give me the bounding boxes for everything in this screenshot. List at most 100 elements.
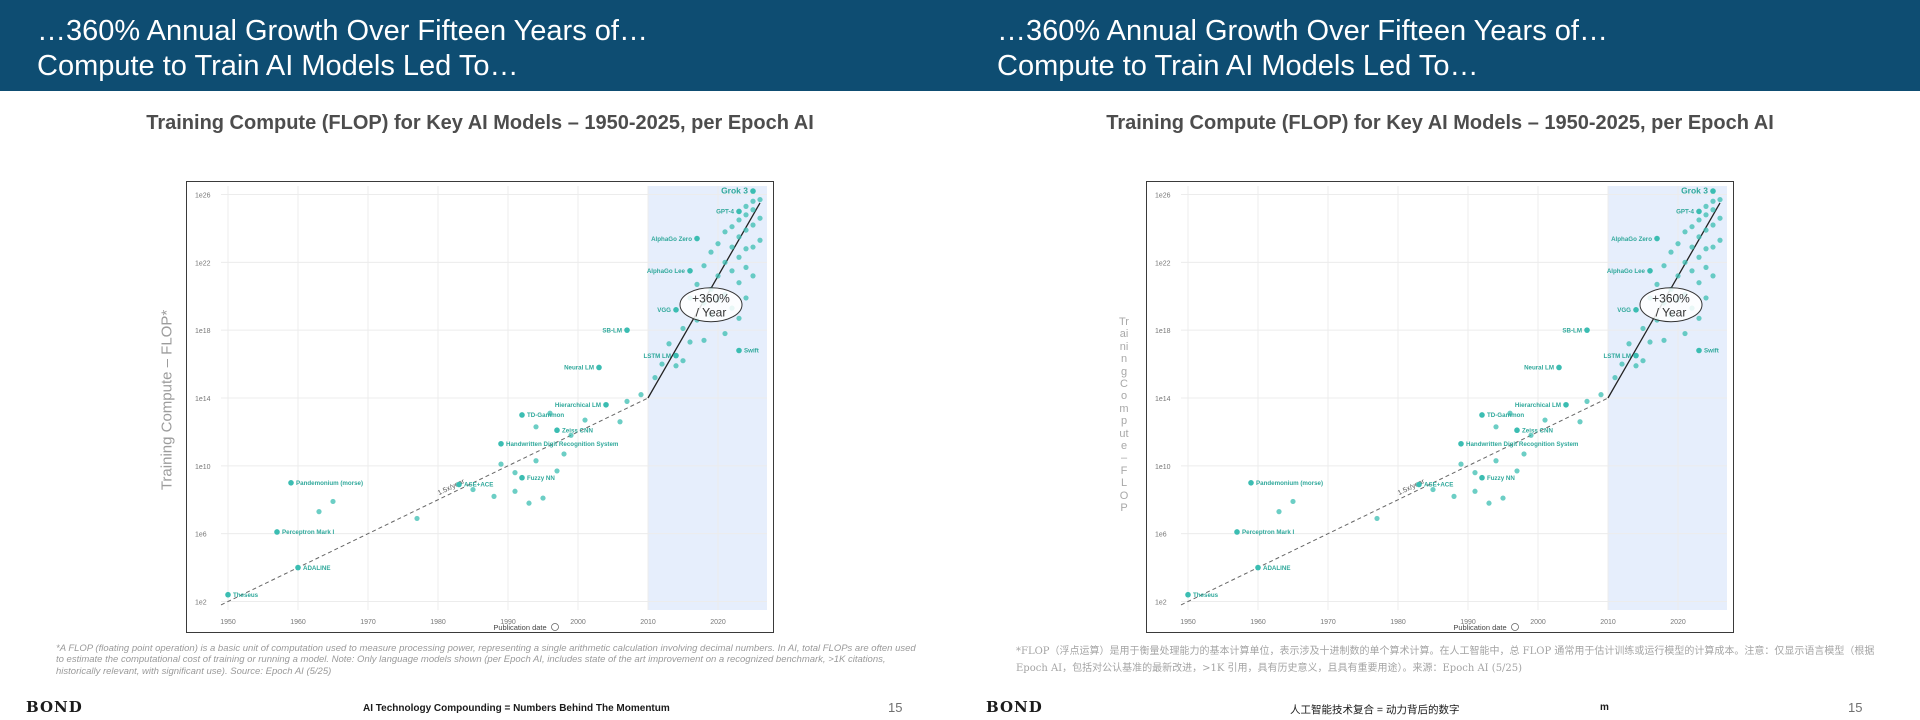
x-axis-title: Publication date bbox=[1453, 623, 1506, 632]
data-point bbox=[736, 254, 742, 260]
data-point bbox=[1521, 451, 1527, 457]
header-banner: …360% Annual Growth Over Fifteen Years o… bbox=[960, 0, 1920, 91]
data-point bbox=[1528, 432, 1534, 438]
model-label: GPT-4 bbox=[716, 209, 734, 216]
data-point-labeled bbox=[554, 427, 560, 434]
data-point bbox=[736, 315, 742, 321]
data-point bbox=[1507, 410, 1513, 416]
header-title-line-2: Compute to Train AI Models Led To… bbox=[37, 50, 519, 82]
y-tick-label: 1e6 bbox=[195, 532, 207, 539]
data-point-labeled bbox=[1234, 529, 1240, 535]
data-point-labeled bbox=[694, 235, 700, 242]
data-point bbox=[316, 509, 322, 515]
data-point-labeled bbox=[519, 474, 525, 481]
data-point bbox=[729, 224, 735, 230]
y-tick-label: 1e18 bbox=[195, 328, 211, 335]
footnote: *FLOP（浮点运算）是用于衡量处理能力的基本计算单位，表示涉及十进制数的单个算… bbox=[1016, 646, 1875, 674]
footer-caption: 人工智能技术复合 = 动力背后的数字 bbox=[1290, 704, 1460, 716]
data-point bbox=[1577, 419, 1583, 425]
scatter-chart: 1950 1960 1970 1980 1990 2000 2010 2020 1e2 1e6 1e… bbox=[195, 185, 767, 632]
data-point-labeled bbox=[1696, 347, 1702, 354]
data-point bbox=[1703, 246, 1709, 252]
data-point-labeled bbox=[1556, 364, 1562, 371]
model-label: ADALINE bbox=[1263, 565, 1291, 572]
data-point-labeled bbox=[1710, 188, 1716, 194]
data-point bbox=[512, 488, 518, 494]
data-point bbox=[1703, 227, 1709, 233]
data-point bbox=[743, 264, 749, 271]
data-point bbox=[1696, 234, 1702, 240]
data-point bbox=[491, 493, 497, 499]
y-tick-label: 1e14 bbox=[195, 396, 211, 403]
y-axis-title: Training Compute – FLOP* bbox=[158, 309, 176, 491]
data-point bbox=[736, 217, 742, 223]
data-point-labeled bbox=[1255, 564, 1261, 571]
data-point bbox=[1430, 486, 1436, 493]
data-point-labeled bbox=[1633, 352, 1639, 359]
model-label: Perceptron Mark I bbox=[282, 529, 335, 536]
y-tick-label: 1e2 bbox=[1155, 600, 1167, 607]
data-point bbox=[743, 203, 749, 209]
model-label: AlphaGo Zero bbox=[651, 236, 692, 243]
model-label: TD-Gammon bbox=[1487, 412, 1524, 419]
data-point bbox=[1514, 468, 1520, 474]
growth-annotation-ellipse bbox=[679, 287, 743, 323]
data-point bbox=[715, 273, 721, 279]
data-point bbox=[1703, 212, 1709, 218]
data-point bbox=[736, 280, 742, 286]
model-label: Swift bbox=[744, 348, 759, 355]
x-tick-label: 1990 bbox=[500, 619, 516, 626]
model-label: Grok 3 bbox=[1681, 185, 1708, 195]
trend-rate-label: 1.5x/year bbox=[437, 478, 467, 497]
model-label: Hierarchical LM bbox=[1515, 402, 1561, 409]
data-point bbox=[750, 207, 756, 213]
data-point bbox=[750, 222, 756, 228]
data-point-labeled bbox=[274, 529, 280, 535]
data-point bbox=[1661, 337, 1667, 343]
info-icon bbox=[551, 623, 559, 631]
x-tick-label: 1980 bbox=[430, 619, 446, 626]
scatter-chart: 1950 1960 1970 1980 1990 2000 2010 2020 1e2 1e6 1e… bbox=[1155, 185, 1727, 632]
data-point bbox=[1689, 224, 1695, 230]
data-point-labeled bbox=[1514, 427, 1520, 434]
model-label: LSTM LM bbox=[1604, 353, 1632, 360]
data-point bbox=[1493, 424, 1499, 430]
data-point bbox=[652, 375, 658, 381]
data-point bbox=[1598, 392, 1604, 398]
data-point-labeled bbox=[596, 364, 602, 371]
model-label: ASE+ACE bbox=[464, 482, 493, 489]
data-point bbox=[1626, 341, 1632, 347]
data-point bbox=[1696, 217, 1702, 223]
data-point bbox=[624, 398, 630, 404]
data-point bbox=[1493, 458, 1499, 464]
data-point bbox=[1640, 325, 1646, 332]
data-point bbox=[1458, 461, 1464, 467]
data-point-labeled bbox=[1654, 235, 1660, 242]
growth-annotation-line-1: +360% bbox=[692, 292, 730, 306]
data-point bbox=[638, 392, 644, 398]
x-tick-label: 2010 bbox=[640, 619, 656, 626]
footer-mark: m bbox=[1600, 702, 1609, 713]
data-point bbox=[1486, 500, 1492, 506]
data-point-labeled bbox=[1479, 474, 1485, 481]
model-label: SB-LM bbox=[1562, 327, 1582, 334]
data-point bbox=[1640, 358, 1646, 364]
growth-annotation-line-1: +360% bbox=[1652, 292, 1690, 306]
y-tick-label: 1e26 bbox=[1155, 192, 1171, 199]
model-label: Fuzzy NN bbox=[1487, 475, 1515, 482]
data-point bbox=[554, 468, 560, 474]
data-point bbox=[547, 410, 553, 416]
data-point bbox=[1542, 417, 1548, 423]
brand-logo: BOND bbox=[986, 698, 1043, 716]
data-point bbox=[1717, 237, 1723, 243]
data-point bbox=[701, 263, 707, 269]
y-tick-label: 1e18 bbox=[1155, 328, 1171, 335]
header-title-line-1: …360% Annual Growth Over Fifteen Years o… bbox=[997, 15, 1608, 47]
data-point bbox=[680, 358, 686, 364]
data-point-labeled bbox=[736, 347, 742, 354]
data-point-labeled bbox=[1633, 307, 1639, 313]
data-point bbox=[736, 234, 742, 240]
data-point bbox=[666, 341, 672, 347]
y-tick-label: 1e10 bbox=[195, 464, 211, 471]
y-tick-label: 1e22 bbox=[1155, 260, 1171, 267]
